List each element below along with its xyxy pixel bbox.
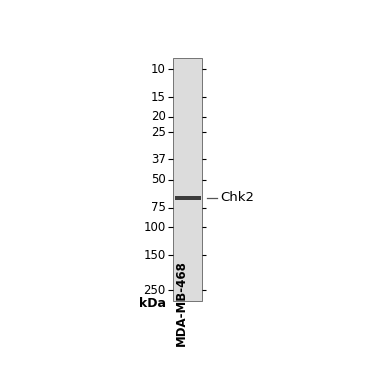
Text: Chk2: Chk2 — [220, 191, 254, 204]
Text: kDa: kDa — [139, 297, 166, 310]
Text: 50: 50 — [151, 173, 166, 186]
Text: 20: 20 — [151, 110, 166, 123]
Text: MDA-MB-468: MDA-MB-468 — [175, 261, 188, 346]
Bar — [173, 58, 202, 300]
Text: 15: 15 — [151, 90, 166, 104]
Text: 150: 150 — [144, 249, 166, 262]
Bar — [175, 196, 201, 200]
Text: 75: 75 — [151, 201, 166, 214]
Text: 10: 10 — [151, 63, 166, 76]
Text: 100: 100 — [144, 221, 166, 234]
Text: 250: 250 — [144, 284, 166, 297]
Text: 25: 25 — [151, 126, 166, 139]
Text: 37: 37 — [151, 153, 166, 166]
